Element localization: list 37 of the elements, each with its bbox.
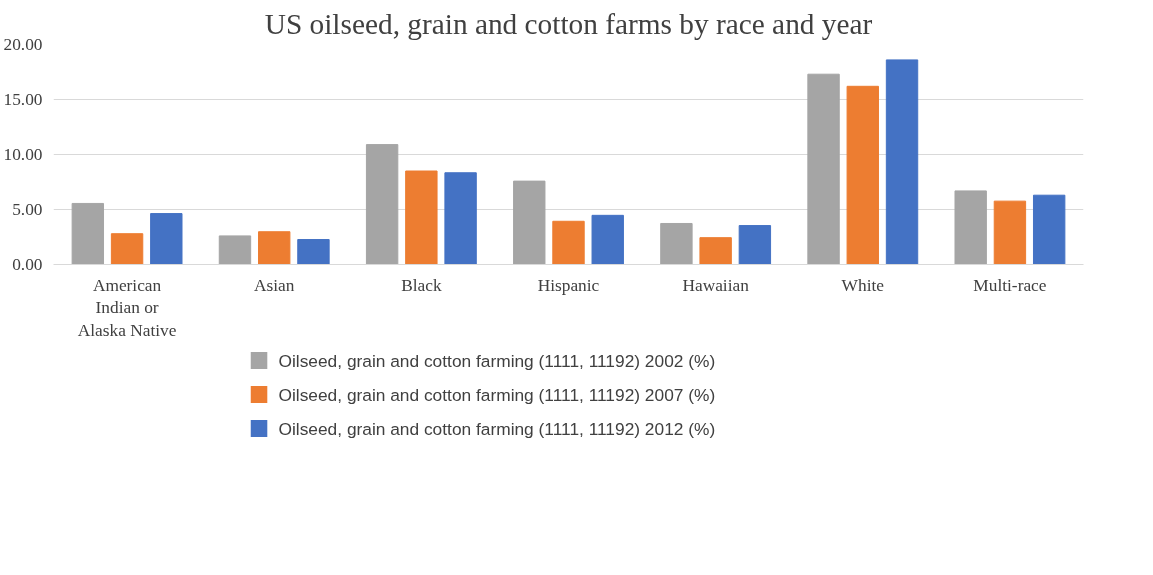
bar xyxy=(954,190,987,265)
bar xyxy=(297,239,330,265)
legend-label: Oilseed, grain and cotton farming (1111, 11192) 2002 (%) xyxy=(278,350,716,371)
bar xyxy=(846,85,879,265)
x-tick-label: Asian xyxy=(254,275,295,295)
bar xyxy=(885,59,919,265)
bar xyxy=(150,213,183,265)
bar xyxy=(258,231,291,265)
bar xyxy=(993,200,1027,265)
bar xyxy=(699,237,732,265)
legend-label: Oilseed, grain and cotton farming (1111, 11192) 2007 (%) xyxy=(278,384,716,405)
y-tick-label: 10.00 xyxy=(3,145,43,164)
bar xyxy=(807,73,840,265)
y-tick-label: 5.00 xyxy=(12,200,43,219)
y-tick-label: 0.00 xyxy=(12,255,43,274)
chart-title: US oilseed, grain and cotton farms by race and year xyxy=(264,7,873,40)
x-tick-label: Black xyxy=(401,275,442,295)
bar xyxy=(218,235,252,265)
bar xyxy=(110,233,144,265)
bar xyxy=(513,180,546,265)
x-tick-label: Hawaiian xyxy=(682,275,750,295)
y-tick-label: 20.00 xyxy=(3,35,43,54)
y-tick-label: 15.00 xyxy=(3,90,43,109)
bar xyxy=(660,222,693,265)
bar xyxy=(444,172,477,265)
x-tick-label: Hispanic xyxy=(537,275,600,295)
bar xyxy=(365,144,399,265)
x-tick-label: Multi-race xyxy=(973,275,1047,295)
bar xyxy=(71,202,105,265)
x-tick-label: White xyxy=(841,275,885,295)
legend-label: Oilseed, grain and cotton farming (1111, 11192) 2012 (%) xyxy=(278,418,716,439)
bar xyxy=(552,220,585,265)
bar xyxy=(591,214,624,265)
bar xyxy=(738,225,772,265)
bar xyxy=(405,170,438,265)
bar xyxy=(1032,194,1066,265)
x-tick-label: American Indian or Alaska Native xyxy=(77,275,177,341)
